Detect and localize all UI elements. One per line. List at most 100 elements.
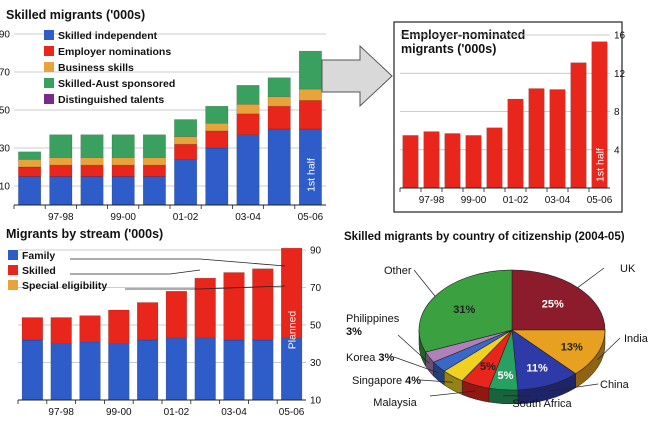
- pie-value-south-africa: 5%: [497, 370, 513, 382]
- migrants-by-stream-panel: Migrants by stream ('000s) Planned 10305…: [6, 227, 322, 418]
- legend-swatch-special-eligibility: [8, 280, 18, 290]
- country-pie: [419, 270, 605, 404]
- bar-employer-nominations: [299, 101, 321, 130]
- bar-skilled-aust-sponsored: [18, 152, 40, 160]
- skilled-migrants-panel: Skilled migrants ('000s) 1st half 103050…: [0, 8, 326, 223]
- bar-family: [108, 344, 129, 400]
- bar-annotation: 1st half: [595, 148, 607, 182]
- bar: [424, 132, 440, 188]
- bar-skilled-aust-sponsored: [81, 135, 103, 158]
- bar-skilled-independent: [237, 135, 259, 205]
- bar-business-skills: [18, 159, 40, 167]
- bar-family: [51, 344, 72, 400]
- pie-leader-line: [578, 268, 604, 288]
- legend-swatch-skilled-aust-sponsored: [44, 78, 54, 88]
- pie-value-singapore: 4%: [405, 375, 421, 387]
- legend-label-special-eligibility: Special eligibility: [22, 280, 107, 292]
- y-tick-label: 70: [310, 283, 322, 294]
- bar-family: [195, 338, 216, 400]
- bar-skilled: [166, 291, 187, 338]
- skilled-migrants-title: Skilled migrants ('000s): [6, 8, 145, 22]
- bar-skilled-independent: [268, 129, 290, 205]
- pie-value-uk: 25%: [542, 299, 564, 311]
- country-pie-title: Skilled migrants by country of citizensh…: [344, 231, 625, 243]
- bar-skilled: [224, 273, 245, 341]
- employer-nominated-title-line: migrants ('000s): [401, 42, 496, 56]
- y-tick-label: 70: [0, 68, 10, 79]
- bar-business-skills: [174, 137, 196, 145]
- arrow-icon: [322, 46, 392, 106]
- bar-skilled: [195, 278, 216, 338]
- migrants-by-stream-title: Migrants by stream ('000s): [6, 227, 163, 241]
- skilled-migrants-legend: Skilled independent Employer nominations…: [44, 30, 175, 106]
- bar-family: [252, 340, 273, 400]
- skilled-migrants-bars: 1st half: [18, 51, 321, 205]
- bar-business-skills: [268, 97, 290, 107]
- legend-leader-line: [70, 270, 200, 274]
- y-tick-label: 90: [0, 30, 10, 41]
- bar: [403, 135, 419, 188]
- legend-swatch-skilled: [8, 265, 18, 275]
- pie-value-india: 13%: [561, 342, 583, 354]
- bar: [487, 128, 503, 188]
- bar-employer-nominations: [143, 165, 165, 176]
- pie-label-china: China: [600, 379, 630, 391]
- bar-employer-nominations: [174, 144, 196, 159]
- bar-employer-nominations: [268, 106, 290, 129]
- y-tick-label: 10: [0, 182, 10, 193]
- bar: [529, 89, 545, 188]
- bar-employer-nominations: [18, 167, 40, 177]
- x-tick-label: 01-02: [173, 212, 199, 223]
- x-tick-label: 03-04: [545, 195, 571, 206]
- pie-label-uk: UK: [620, 263, 636, 275]
- pie-value-malaysia: 5%: [480, 361, 496, 373]
- y-tick-label: 12: [614, 69, 626, 80]
- bar-skilled-independent: [18, 177, 40, 206]
- y-tick-label: 10: [310, 396, 322, 407]
- legend-label-skilled-aust-sponsored: Skilled-Aust sponsored: [58, 78, 175, 90]
- x-tick-label: 97-98: [48, 212, 74, 223]
- x-tick-label: 99-00: [106, 407, 132, 418]
- pie-value-china: 11%: [526, 362, 548, 374]
- bar-annotation: Planned: [287, 311, 299, 350]
- legend-label-distinguished-talents: Distinguished talents: [58, 94, 164, 106]
- bar-business-skills: [143, 158, 165, 166]
- pie-value-philippines: 3%: [346, 326, 362, 338]
- bar-skilled-aust-sponsored: [112, 135, 134, 158]
- pie-label-malaysia: Malaysia: [373, 397, 417, 409]
- bar-skilled-aust-sponsored: [174, 120, 196, 137]
- bar-business-skills: [112, 158, 134, 166]
- bar: [466, 135, 482, 188]
- y-tick-label: 16: [614, 31, 626, 42]
- legend-swatch-employer-nominations: [44, 46, 54, 56]
- x-tick-label: 05-06: [587, 195, 613, 206]
- pie-leader-line: [414, 270, 435, 296]
- bar-skilled-independent: [81, 177, 103, 206]
- bar: [445, 133, 461, 188]
- bar: [550, 90, 566, 188]
- legend-leader-line: [70, 259, 285, 266]
- y-tick-label: 30: [310, 358, 322, 369]
- x-tick-label: 05-06: [298, 212, 324, 223]
- bar-employer-nominations: [50, 165, 72, 176]
- legend-swatch-distinguished-talents: [44, 94, 54, 104]
- bar-employer-nominations: [81, 165, 103, 176]
- bar-skilled-aust-sponsored: [206, 106, 228, 123]
- bar: [571, 63, 587, 188]
- bar-skilled-aust-sponsored: [268, 78, 290, 97]
- bar-family: [80, 342, 101, 400]
- bar-skilled-independent: [50, 177, 72, 206]
- bar-family: [224, 340, 245, 400]
- bar-skilled: [252, 269, 273, 340]
- bar-skilled-independent: [206, 148, 228, 205]
- y-tick-label: 90: [310, 246, 322, 257]
- pie-label-philippines: Philippines: [346, 313, 400, 325]
- x-tick-label: 05-06: [279, 407, 305, 418]
- bar-skilled: [51, 318, 72, 344]
- bar-skilled: [137, 303, 158, 341]
- pie-value-other: 31%: [453, 304, 475, 316]
